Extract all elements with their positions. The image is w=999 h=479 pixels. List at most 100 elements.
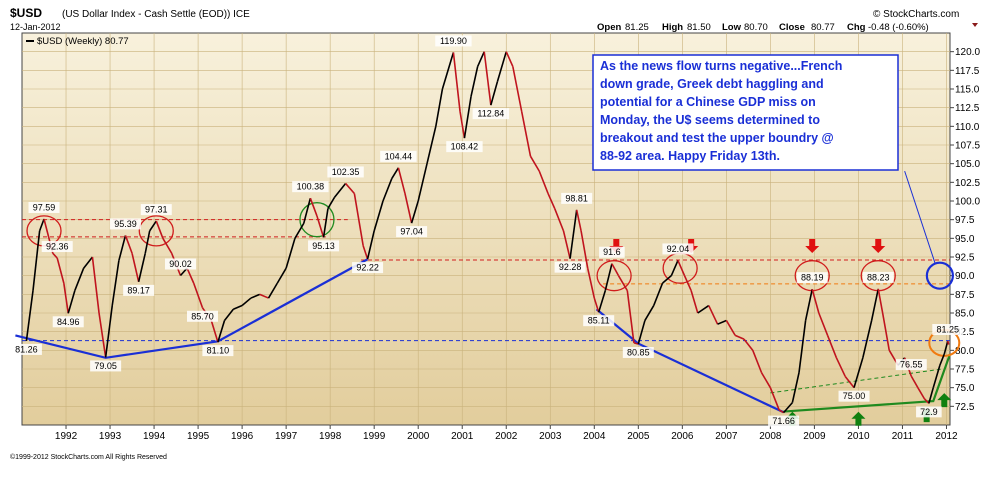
price-segment (611, 263, 620, 277)
price-segment (417, 163, 428, 202)
price-segment (844, 375, 855, 389)
price-segment (760, 372, 772, 389)
annotation-line-3: potential for a Chinese GDP miss on (600, 95, 816, 109)
price-label-bg (862, 271, 894, 283)
price-segment (397, 167, 406, 194)
price-segment (149, 220, 157, 232)
dropdown-icon[interactable] (972, 23, 978, 27)
price-segment (569, 209, 578, 259)
price-segment (83, 256, 94, 269)
x-tick-label: 2010 (847, 431, 870, 442)
price-label: 71.66 (772, 416, 795, 426)
price-segment (241, 297, 252, 307)
price-label-bg (472, 108, 510, 120)
price-segment (333, 182, 347, 198)
price-segment (496, 51, 508, 82)
y-tick-label: 102.5 (955, 178, 980, 189)
price-segment (928, 387, 935, 404)
watermark: © StockCharts.com (873, 9, 959, 20)
quote-bar: Open 81.25 High 81.50 Low 80.70 Close 80… (597, 22, 929, 33)
price-segment (223, 308, 234, 321)
price-segment (25, 290, 34, 342)
price-label-bg (396, 226, 428, 238)
y-tick-label: 80.0 (955, 346, 975, 357)
price-label: 85.11 (588, 316, 610, 326)
annotation-line-6: 88-92 area. Happy Friday 13th. (600, 149, 780, 163)
price-segment (881, 312, 891, 351)
price-segment (725, 320, 736, 336)
price-segment (586, 268, 596, 299)
price-segment (538, 170, 549, 194)
price-label: 119.90 (440, 36, 467, 46)
price-segment (382, 178, 393, 202)
price-segment (56, 257, 65, 284)
price-segment (162, 237, 173, 254)
price-segment (104, 305, 114, 358)
target-circle-blue (925, 261, 954, 290)
price-segment (910, 375, 919, 389)
price-segment (575, 209, 582, 232)
price-segment (144, 230, 151, 254)
price-segment (870, 288, 880, 321)
price-segment (285, 238, 296, 269)
price-segment (74, 267, 85, 291)
price-label-bg (41, 241, 73, 253)
y-tick-label: 97.5 (955, 215, 975, 226)
price-segment (826, 335, 838, 359)
description: (US Dollar Index - Cash Settle (EOD)) IC… (62, 9, 250, 20)
price-segment (131, 253, 140, 283)
x-tick-label: 1993 (99, 431, 122, 442)
price-segment (597, 290, 607, 313)
price-label-bg (90, 360, 122, 372)
price-label-bg (327, 166, 364, 178)
price-segment (459, 111, 466, 139)
price-segment (267, 282, 279, 299)
price-label-bg (352, 262, 384, 274)
x-tick-label: 2004 (583, 431, 606, 442)
x-tick-label: 1998 (319, 431, 342, 442)
price-label: 79.05 (94, 361, 117, 371)
price-segment (435, 88, 444, 127)
annotation-pointer (904, 170, 936, 265)
price-label: 81.25 (937, 325, 960, 335)
x-tick-label: 1995 (187, 431, 210, 442)
price-label: 100.38 (297, 182, 325, 192)
open-value: 81.25 (625, 22, 649, 33)
price-label: 89.17 (127, 285, 150, 295)
arrow-up-icon (937, 393, 952, 408)
price-segment (483, 51, 492, 106)
price-segment (529, 155, 540, 172)
price-segment (769, 387, 780, 411)
price-segment (111, 260, 120, 306)
arrow-down-icon (805, 239, 820, 254)
y-tick-label: 100.0 (955, 197, 980, 208)
price-label-bg (916, 406, 942, 418)
price-label-bg (380, 150, 417, 162)
price-segment (476, 51, 485, 67)
price-segment (404, 193, 413, 224)
price-segment (604, 263, 613, 291)
x-tick-label: 1994 (143, 431, 166, 442)
price-segment (98, 312, 107, 358)
price-segment (670, 260, 679, 276)
price-segment (811, 288, 820, 314)
arrow-up-icon (851, 411, 866, 426)
price-segment (512, 66, 523, 112)
price-segment (91, 256, 100, 314)
price-label: 95.13 (312, 241, 335, 251)
y-axis: 72.5 75.0 77.5 80.0 82.5 85.0 87.5 90.0 92.5 95.0… (950, 47, 980, 413)
price-label: 81.10 (207, 346, 230, 356)
price-label-bg (583, 315, 615, 327)
price-segment (562, 230, 571, 259)
price-label-bg (164, 258, 196, 270)
price-label-bg (768, 415, 800, 427)
price-label: 95.39 (114, 219, 137, 229)
price-segment (232, 304, 243, 311)
x-tick-label: 2007 (715, 431, 738, 442)
price-segment (470, 66, 479, 97)
x-tick-label: 2000 (407, 431, 430, 442)
y-tick-label: 110.0 (955, 122, 980, 133)
price-series (25, 51, 950, 414)
close-value: 80.77 (811, 22, 835, 33)
high-value: 81.50 (687, 22, 711, 33)
